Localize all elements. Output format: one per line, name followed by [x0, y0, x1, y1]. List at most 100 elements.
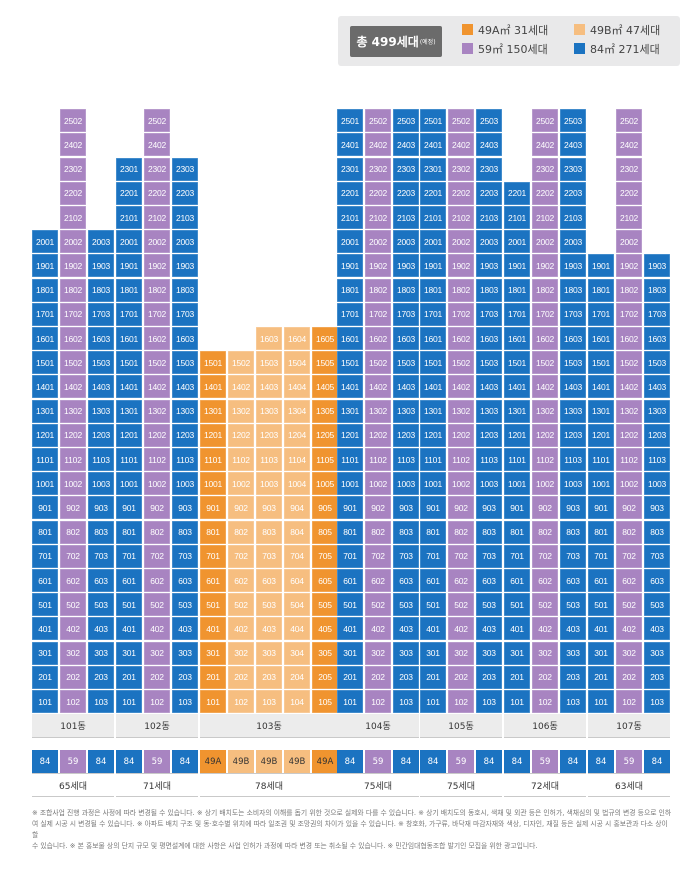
unit-cell: 2002 [60, 230, 86, 254]
unit-cell: 1001 [32, 472, 58, 496]
unit-cell: 1202 [144, 423, 170, 447]
building-name: 103동 [200, 714, 338, 738]
unit-cell: 1802 [60, 278, 86, 302]
unit-cell: 401 [337, 617, 363, 641]
unit-cell: 1604 [284, 327, 310, 350]
unit-cell: 1501 [420, 351, 446, 375]
unit-cell: 1802 [448, 278, 474, 302]
unit-cell: 1301 [588, 399, 614, 423]
unit-cell: 1603 [393, 327, 419, 350]
unit-cell: 1405 [312, 375, 338, 399]
unit-cell: 1003 [560, 472, 586, 496]
unit-cell: 402 [365, 617, 391, 641]
unit-cell: 2003 [88, 230, 114, 254]
unit-cell: 1205 [312, 423, 338, 447]
unit-cell: 2001 [116, 230, 142, 254]
unit-cell: 1002 [532, 472, 558, 496]
unit-cell: 2403 [393, 133, 419, 157]
unit-cell: 1403 [393, 375, 419, 399]
unit-cell: 2403 [560, 133, 586, 157]
unit-cell: 1201 [200, 423, 226, 447]
unit-cell: 505 [312, 593, 338, 617]
unit-cell: 1403 [256, 375, 282, 399]
unit-cell: 2102 [60, 206, 86, 229]
unit-cell: 1802 [532, 278, 558, 302]
unit-cell: 1901 [337, 254, 363, 278]
unit-cell: 1002 [616, 472, 642, 496]
unit-cell: 1002 [448, 472, 474, 496]
unit-cell: 101 [420, 690, 446, 713]
unit-cell: 1501 [116, 351, 142, 375]
unit-cell: 301 [504, 641, 530, 665]
unit-cell: 104 [284, 690, 310, 713]
unit-cell: 2502 [532, 109, 558, 133]
unit-cell: 2502 [144, 109, 170, 133]
unit-cell: 1603 [476, 327, 502, 350]
unit-cell: 2202 [144, 181, 170, 205]
unit-cell: 1703 [393, 302, 419, 326]
unit-cell: 2102 [365, 206, 391, 229]
unit-cell: 801 [337, 520, 363, 544]
unit-cell: 303 [393, 641, 419, 665]
unit-cell: 803 [476, 520, 502, 544]
unit-cell: 1303 [644, 399, 670, 423]
unit-cell: 401 [32, 617, 58, 641]
unit-cell: 502 [60, 593, 86, 617]
unit-cell: 1702 [60, 302, 86, 326]
unit-cell: 703 [172, 544, 198, 568]
building-name: 107동 [588, 714, 670, 738]
unit-cell: 2203 [476, 181, 502, 205]
type-cell: 84 [32, 750, 58, 773]
type-cell: 84 [172, 750, 198, 773]
unit-cell: 1201 [116, 423, 142, 447]
unit-cell: 301 [116, 641, 142, 665]
unit-cell: 1102 [60, 448, 86, 471]
unit-cell: 1502 [532, 351, 558, 375]
unit-cell: 1101 [32, 448, 58, 471]
unit-cell: 1002 [144, 472, 170, 496]
unit-cell: 1403 [644, 375, 670, 399]
type-cell: 84 [504, 750, 530, 773]
type-cell: 49B [284, 750, 310, 773]
unit-cell: 1203 [393, 423, 419, 447]
unit-cell: 2301 [420, 157, 446, 181]
unit-cell: 303 [476, 641, 502, 665]
unit-cell: 1601 [588, 327, 614, 350]
building-name: 106동 [504, 714, 586, 738]
unit-cell: 1203 [476, 423, 502, 447]
unit-cell: 803 [88, 520, 114, 544]
unit-cell: 1101 [116, 448, 142, 471]
type-divider [337, 773, 419, 774]
unit-cell: 1901 [588, 254, 614, 278]
unit-cell: 802 [448, 520, 474, 544]
unit-cell: 2002 [616, 230, 642, 254]
unit-cell: 603 [644, 569, 670, 592]
unit-cell: 1102 [228, 448, 254, 471]
unit-cell: 501 [420, 593, 446, 617]
unit-cell: 601 [337, 569, 363, 592]
unit-cell: 701 [116, 544, 142, 568]
unit-cell: 2102 [616, 206, 642, 229]
unit-cell: 1404 [284, 375, 310, 399]
unit-cell: 1303 [88, 399, 114, 423]
unit-cell: 1503 [560, 351, 586, 375]
unit-cell: 405 [312, 617, 338, 641]
unit-cell: 1003 [88, 472, 114, 496]
unit-cell: 1302 [532, 399, 558, 423]
unit-cell: 1701 [32, 302, 58, 326]
unit-cell: 2002 [448, 230, 474, 254]
unit-cell: 1305 [312, 399, 338, 423]
unit-cell: 502 [448, 593, 474, 617]
unit-cell: 2302 [365, 157, 391, 181]
unit-cell: 2003 [476, 230, 502, 254]
unit-cell: 1803 [88, 278, 114, 302]
unit-cell: 1204 [284, 423, 310, 447]
unit-cell: 503 [476, 593, 502, 617]
unit-cell: 2102 [144, 206, 170, 229]
unit-cell: 1001 [200, 472, 226, 496]
unit-cell: 2201 [337, 181, 363, 205]
footnote-line: 여 실제 시공 시 변경될 수 있습니다. ※ 아파트 배치 구조 및 동·호수… [32, 820, 668, 839]
unit-cell: 1803 [644, 278, 670, 302]
unit-cell: 301 [420, 641, 446, 665]
legend-item-49a: 49A㎡ 31세대 [462, 23, 548, 37]
